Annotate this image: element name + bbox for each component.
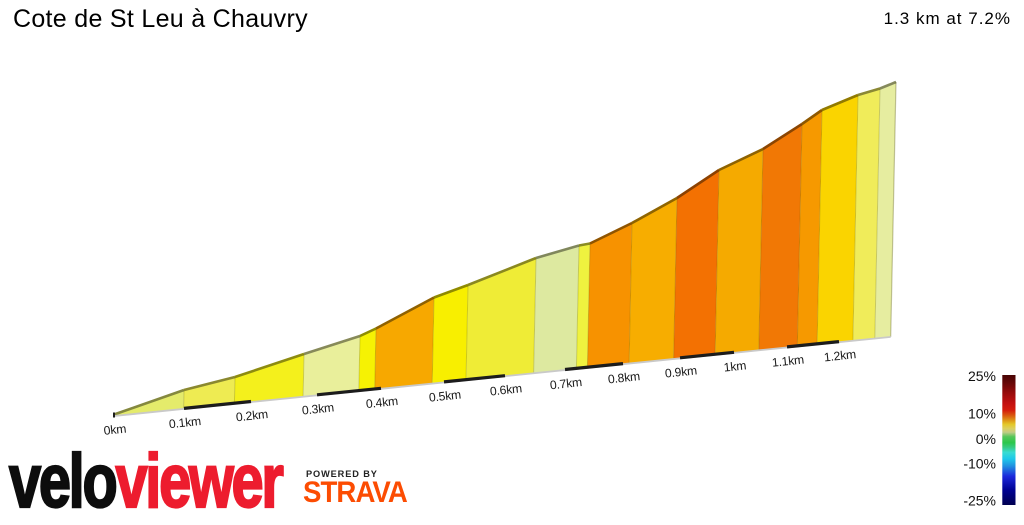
svg-text:1.1km: 1.1km [771,352,805,369]
svg-text:0.3km: 0.3km [301,400,335,417]
svg-text:10%: 10% [968,406,996,422]
svg-text:0.2km: 0.2km [235,407,269,424]
svg-text:0.8km: 0.8km [607,369,641,386]
svg-text:0.4km: 0.4km [365,394,399,411]
svg-text:0.1km: 0.1km [168,414,202,431]
svg-text:0.5km: 0.5km [428,387,462,404]
svg-text:-25%: -25% [963,493,996,509]
svg-text:0.9km: 0.9km [664,363,698,380]
svg-text:25%: 25% [968,368,996,384]
svg-text:1km: 1km [723,358,747,374]
svg-text:0.7km: 0.7km [549,375,583,392]
svg-text:0km: 0km [103,422,127,438]
svg-text:1.2km: 1.2km [823,347,857,364]
svg-text:-10%: -10% [963,456,996,472]
svg-text:0.6km: 0.6km [489,381,523,398]
svg-text:0%: 0% [976,431,996,447]
